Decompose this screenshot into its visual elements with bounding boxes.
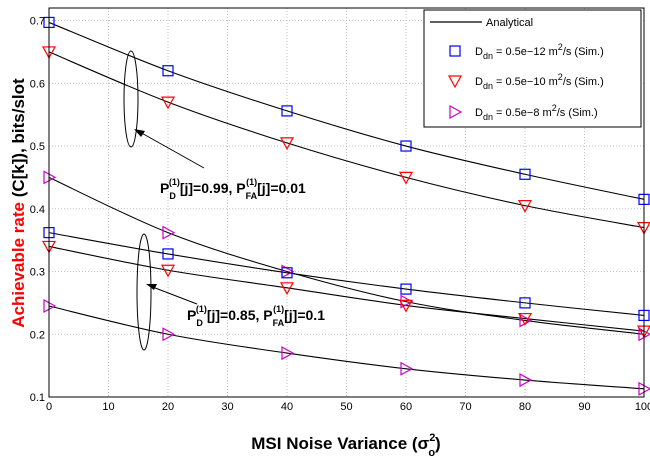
sim-point-s2-2 bbox=[160, 96, 176, 110]
analytical-curve-4 bbox=[48, 232, 645, 316]
x-axis-label: MSI Noise Variance (σ2 o) bbox=[251, 432, 440, 459]
sim-point-s4-2 bbox=[162, 248, 174, 260]
y-tick-label: 0.6 bbox=[30, 78, 45, 90]
analytical-curves bbox=[48, 21, 645, 390]
x-tick-label: 70 bbox=[459, 401, 471, 413]
legend-entry-1-label: Ddn = 0.5e−12 m2/s (Sim.) bbox=[475, 42, 604, 61]
sim-point-s5-2 bbox=[160, 264, 176, 278]
sim-point-s1-5 bbox=[519, 168, 531, 180]
group-1-arrowhead bbox=[134, 129, 145, 137]
sim-point-s2-3 bbox=[279, 137, 295, 151]
annotation-1: PD(1)[j]=0.99, PFA(1)[j]=0.01 bbox=[160, 177, 306, 201]
sim-point-s6-4 bbox=[400, 361, 414, 376]
legend-marker-1 bbox=[449, 45, 461, 57]
legend: Analytical Ddn = 0.5e−12 m2/s (Sim.) Ddn… bbox=[423, 9, 642, 128]
y-tick-label: 0.5 bbox=[30, 141, 45, 153]
x-tick-label: 50 bbox=[340, 401, 352, 413]
x-tick-label: 10 bbox=[102, 401, 114, 413]
y-tick-label: 0.3 bbox=[30, 267, 45, 279]
x-tick-label: 20 bbox=[162, 401, 174, 413]
group-2-ellipse bbox=[136, 233, 152, 351]
x-tick-label: 40 bbox=[281, 401, 293, 413]
group-1-arrow bbox=[137, 130, 205, 169]
sim-point-s4-3 bbox=[281, 267, 293, 279]
x-tick-label: 30 bbox=[221, 401, 233, 413]
sim-point-s5-5 bbox=[517, 312, 533, 326]
x-tick-label: 90 bbox=[578, 401, 590, 413]
x-tick-label: 80 bbox=[519, 401, 531, 413]
sim-point-s5-4 bbox=[398, 299, 414, 313]
legend-analytical-label: Analytical bbox=[486, 17, 533, 29]
y-tick-label: 0.7 bbox=[30, 16, 45, 28]
analytical-curve-3 bbox=[48, 176, 645, 335]
analytical-curve-2 bbox=[48, 51, 645, 229]
tick-labels: 0 10 20 30 40 50 60 70 80 90 100 0.1 0.2 0.3 0.4 0.5 0.6… bbox=[30, 16, 650, 413]
sim-point-s6-5 bbox=[519, 373, 533, 388]
plot-frame bbox=[48, 7, 645, 398]
analytical-curve-6 bbox=[48, 305, 645, 390]
legend-box bbox=[423, 9, 642, 128]
y-tick-label: 0.4 bbox=[30, 204, 45, 216]
x-tick-label: 60 bbox=[400, 401, 412, 413]
y-tick-label: 0.2 bbox=[30, 329, 45, 341]
y-axis-label: Achievable rate (C[k]), bits/slot bbox=[9, 78, 28, 328]
sim-point-s5-3 bbox=[279, 282, 295, 296]
group-2-arrowhead bbox=[146, 284, 157, 290]
x-tick-label: 100 bbox=[635, 401, 650, 413]
sim-point-s3-2 bbox=[162, 225, 176, 240]
sim-point-s1-2 bbox=[162, 65, 174, 77]
legend-entry-3-label: Ddn = 0.5e−8 m2/s (Sim.) bbox=[475, 103, 598, 122]
sim-point-s4-4 bbox=[400, 283, 412, 295]
sim-point-s1-3 bbox=[281, 105, 293, 117]
annotation-2: PD(1)[j]=0.85, PFA(1)[j]=0.1 bbox=[187, 304, 325, 328]
legend-marker-3 bbox=[449, 104, 463, 120]
analytical-curve-1 bbox=[48, 21, 645, 200]
group-2-arrow bbox=[149, 285, 198, 305]
sim-point-s2-4 bbox=[398, 171, 414, 185]
sim-point-s4-5 bbox=[519, 297, 531, 309]
group-1-ellipse bbox=[123, 50, 139, 148]
legend-markers bbox=[447, 45, 463, 120]
y-tick-label: 0.1 bbox=[30, 392, 45, 404]
analytical-curve-5 bbox=[48, 245, 645, 332]
sim-point-s2-5 bbox=[517, 200, 533, 213]
legend-marker-2 bbox=[447, 75, 463, 89]
sim-point-s6-2 bbox=[162, 327, 176, 342]
legend-entry-2-label: Ddn = 0.5e−10 m2/s (Sim.) bbox=[475, 72, 604, 91]
sim-point-s1-4 bbox=[400, 140, 412, 152]
sim-point-s6-3 bbox=[281, 346, 295, 361]
x-tick-label: 0 bbox=[46, 401, 52, 413]
sim-markers bbox=[41, 16, 650, 396]
